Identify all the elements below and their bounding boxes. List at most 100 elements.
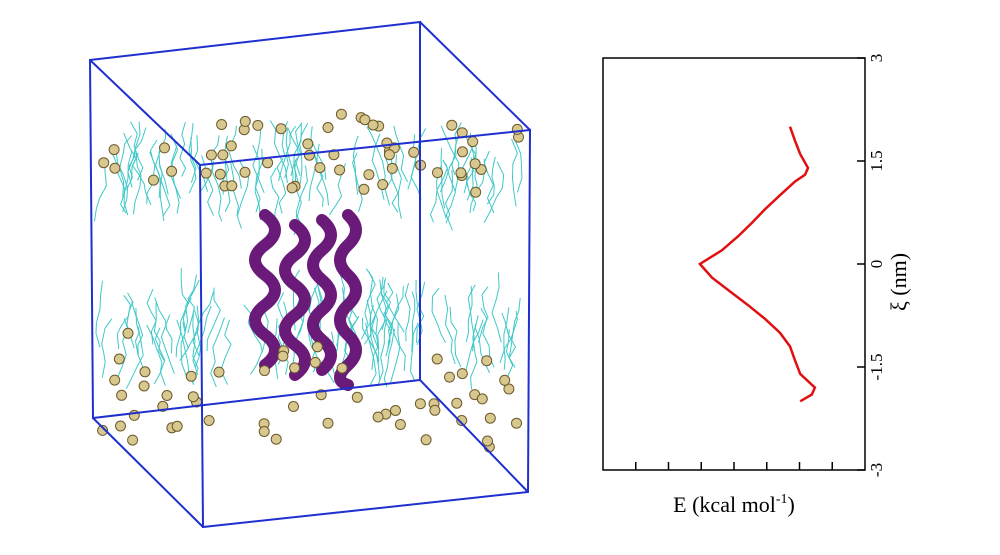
lipid-head [414,398,426,410]
lipid-tails [94,120,523,390]
y-axis-title-sup: -1 [776,492,788,507]
lipid-head [511,417,522,429]
lipid-head [187,391,199,403]
lipid-tail [192,291,214,356]
lipid-head [372,411,384,423]
lipid-head [359,114,371,126]
lipid-tail [366,126,386,191]
lipid-tail [149,139,161,198]
protein-helices [249,209,362,391]
lipid-tail [158,129,169,195]
lipid-tail [252,144,261,213]
lipid-tail [431,287,447,343]
lipid-tail [201,155,214,216]
lipid-head [456,368,468,380]
lipid-tail [243,304,263,353]
lipid-head [503,383,515,395]
lipid-head [217,149,229,161]
lipid-tail [404,282,411,342]
lipid-head [470,186,482,198]
lipid-head [390,405,401,416]
lipid-head [467,136,479,148]
lipid-tail [94,163,107,222]
lipid-head [289,362,301,374]
lipid-head [408,146,420,158]
lipid-tail [183,279,200,349]
lipid-head [431,353,443,365]
lipid-tail [180,268,189,332]
lipid-head [446,119,458,131]
lipid-head [311,341,323,353]
lipid-head [122,327,134,339]
molecular-render [88,20,532,529]
lipid-tail [477,286,489,343]
lipid-head [367,119,379,131]
lipid-head [166,165,178,177]
lipid-head [469,158,481,170]
lipid-head [203,415,215,426]
lipid-tail [362,317,381,380]
x-tick-label: -3 [867,463,886,477]
lipid-tail [180,321,189,380]
lipid-tail [511,138,518,207]
lipid-tail [445,163,456,231]
lipid-head [185,370,197,382]
lipid-tail [483,150,495,214]
lipid-head [148,174,159,186]
lipid-tail [384,315,406,371]
lipid-head [386,162,398,174]
lipid-tail [352,152,363,212]
lipid-tail [363,290,388,345]
lipid-head [200,167,212,179]
lipid-tail [179,121,187,177]
lipid-tail [293,161,303,226]
lipid-tail [449,306,462,368]
lipid-head [432,167,443,179]
lipid-head [108,144,120,156]
lipid-tail [411,291,416,353]
lipid-tail [285,127,294,194]
lipid-tail [395,154,402,219]
helix [334,209,362,391]
lipid-head [214,168,226,180]
lipid-head [429,404,441,416]
lipid-tail [250,309,269,375]
lipid-tail [370,313,379,370]
lipid-head [420,434,432,446]
x-tick-label: 0 [867,260,886,269]
lipid-head [457,146,468,158]
lipid-head [252,119,264,131]
lipid-head [259,365,270,377]
simulation-box [88,20,532,529]
lipid-tail [440,125,460,192]
lipid-tail [429,166,442,223]
lipid-tail [467,284,476,352]
x-axis-title: ξ (nm) [886,253,911,311]
lipid-tail [389,322,401,384]
lipid-head [205,149,217,161]
lipid-head [481,355,493,367]
lipid-head [127,434,139,446]
lipid-tail [508,297,521,357]
lipid-tail [386,282,405,333]
lipid-head [336,362,348,374]
box-edge [92,417,204,528]
lipid-tail [316,143,329,206]
lipid-head [216,119,228,130]
lipid-tail [146,324,163,385]
lipid-head [171,420,183,432]
lipid-tail [154,149,171,216]
lipid-head [262,157,274,169]
lipid-tail [385,293,400,357]
lipid-head [363,169,375,181]
lipid-head [109,374,121,386]
lipid-head [258,426,270,437]
lipid-head [451,397,463,409]
lipid-tail [369,305,379,364]
lipid-head [499,374,511,386]
energy-curve [697,126,817,403]
lipid-tail [160,314,175,374]
lipid-tail [444,294,456,365]
helix [279,219,311,381]
